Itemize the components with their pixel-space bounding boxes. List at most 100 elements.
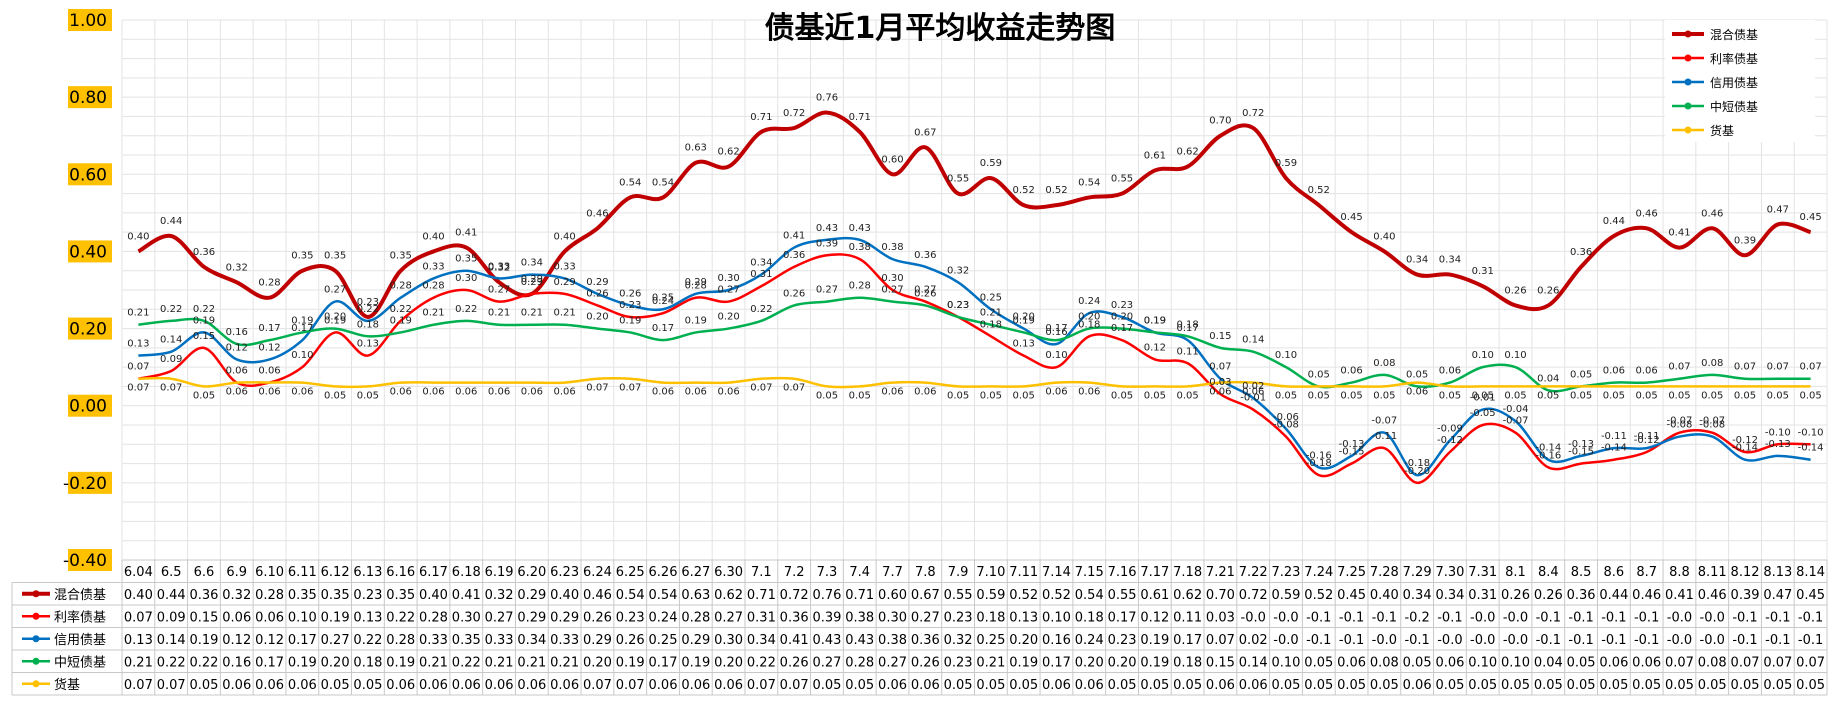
table-cell: 0.07 — [1206, 633, 1235, 648]
data-label: -0.06 — [1273, 412, 1299, 423]
data-label: 0.30 — [717, 273, 739, 284]
data-label: 0.14 — [1242, 335, 1264, 346]
x-tick-label: 8.12 — [1731, 565, 1760, 580]
x-tick-label: 6.11 — [288, 565, 317, 580]
table-cell: 0.39 — [812, 610, 841, 625]
table-cell: 0.23 — [944, 655, 973, 670]
table-cell: 0.07 — [124, 678, 153, 693]
table-cell: 0.07 — [1665, 655, 1694, 670]
table-cell: 0.28 — [255, 588, 284, 603]
data-label: -0.09 — [1437, 423, 1463, 434]
table-cell: 0.06 — [222, 610, 251, 625]
table-cell: -0.0 — [1470, 610, 1495, 625]
table-cell: 0.72 — [1239, 588, 1268, 603]
data-label: 0.39 — [816, 238, 838, 249]
data-label: 0.41 — [783, 231, 805, 242]
data-label: 0.06 — [881, 387, 903, 398]
data-label: 0.21 — [488, 308, 510, 319]
data-label: 0.26 — [1504, 285, 1526, 296]
table-cell: -0.0 — [1437, 633, 1462, 648]
data-label: 0.55 — [1111, 174, 1133, 185]
x-tick-label: 6.04 — [124, 565, 153, 580]
table-cell: 0.20 — [1075, 655, 1104, 670]
y-tick-background — [68, 317, 112, 340]
table-cell: 0.06 — [386, 678, 415, 693]
table-cell: -0.1 — [1568, 610, 1593, 625]
data-label: 0.40 — [554, 231, 576, 242]
table-cell: 0.31 — [1468, 588, 1497, 603]
data-label: -0.14 — [1732, 443, 1758, 454]
table-cell: 0.05 — [189, 678, 218, 693]
table-cell: 0.21 — [976, 655, 1005, 670]
data-label: 0.06 — [258, 387, 280, 398]
data-label: 0.31 — [1472, 266, 1494, 277]
table-cell: 0.05 — [1009, 678, 1038, 693]
table-cell: 0.06 — [681, 678, 710, 693]
x-tick-label: 7.21 — [1206, 565, 1235, 580]
data-label: 0.27 — [881, 285, 903, 296]
table-cell: 0.07 — [616, 678, 645, 693]
data-label: 0.18 — [1078, 319, 1100, 330]
table-cell: 0.32 — [944, 633, 973, 648]
data-label: 0.05 — [816, 390, 838, 401]
table-cell: 0.13 — [1009, 610, 1038, 625]
table-cell: -0.1 — [1601, 633, 1626, 648]
table-cell: 0.06 — [911, 678, 940, 693]
table-cell: 0.19 — [321, 610, 350, 625]
data-label: 0.54 — [619, 177, 641, 188]
y-tick-label: 0.80 — [69, 88, 107, 108]
x-tick-label: 7.24 — [1304, 565, 1333, 580]
data-label: 0.02 — [1242, 381, 1264, 392]
data-label: 0.31 — [750, 269, 772, 280]
table-cell: 0.16 — [1042, 633, 1071, 648]
table-cell: 0.22 — [157, 655, 186, 670]
table-cell: 0.05 — [1140, 678, 1169, 693]
table-cell: 0.20 — [1009, 633, 1038, 648]
data-label: -0.13 — [1568, 439, 1594, 450]
table-cell: 0.27 — [812, 655, 841, 670]
table-cell: 0.05 — [944, 678, 973, 693]
data-label: 0.17 — [291, 323, 313, 334]
data-label: -0.12 — [1634, 435, 1660, 446]
x-tick-label: 8.4 — [1538, 565, 1559, 580]
table-cell: 0.16 — [222, 655, 251, 670]
data-label: 0.33 — [554, 261, 576, 272]
table-cell: 0.54 — [616, 588, 645, 603]
table-cell: 0.06 — [649, 678, 678, 693]
data-label: 0.26 — [914, 288, 936, 299]
data-label: 0.05 — [1439, 390, 1461, 401]
data-label: 0.38 — [849, 242, 871, 253]
data-label: 0.05 — [849, 390, 871, 401]
data-label: 0.20 — [1111, 312, 1133, 323]
x-tick-label: 6.19 — [485, 565, 514, 580]
data-labels: 0.40 0.44 0.36 0.32 0.28 0.35 0.35 0.23 0.35 0.40… — [127, 93, 1823, 477]
table-cell: 0.62 — [714, 588, 743, 603]
table-cell: 0.19 — [1140, 633, 1169, 648]
x-tick-label: 7.10 — [976, 565, 1005, 580]
legend-marker — [1684, 126, 1692, 134]
table-cell: 0.26 — [616, 633, 645, 648]
table-cell: 0.05 — [1698, 678, 1727, 693]
x-tick-label: 7.30 — [1435, 565, 1464, 580]
data-label: 0.18 — [1176, 319, 1198, 330]
table-cell: -0.1 — [1306, 610, 1331, 625]
data-label: 0.06 — [554, 387, 576, 398]
x-tick-label: 6.17 — [419, 565, 448, 580]
data-label: -0.04 — [1503, 404, 1529, 415]
data-label: 0.06 — [685, 387, 707, 398]
data-label: -0.18 — [1404, 458, 1430, 469]
data-label: 0.35 — [390, 251, 412, 262]
table-cell: 0.18 — [353, 655, 382, 670]
data-label: 0.24 — [652, 296, 674, 307]
data-label: 0.05 — [1111, 390, 1133, 401]
table-cell: 0.22 — [452, 655, 481, 670]
data-label: 0.62 — [717, 147, 739, 158]
table-cell: 0.17 — [1042, 655, 1071, 670]
y-tick-label: 0.40 — [69, 242, 107, 262]
table-cell: 0.30 — [452, 610, 481, 625]
data-label: 0.04 — [1537, 373, 1559, 384]
data-label: 0.06 — [226, 366, 248, 377]
table-cell: 0.33 — [485, 633, 514, 648]
y-tick-background — [68, 549, 112, 571]
data-label: 0.05 — [1767, 390, 1789, 401]
